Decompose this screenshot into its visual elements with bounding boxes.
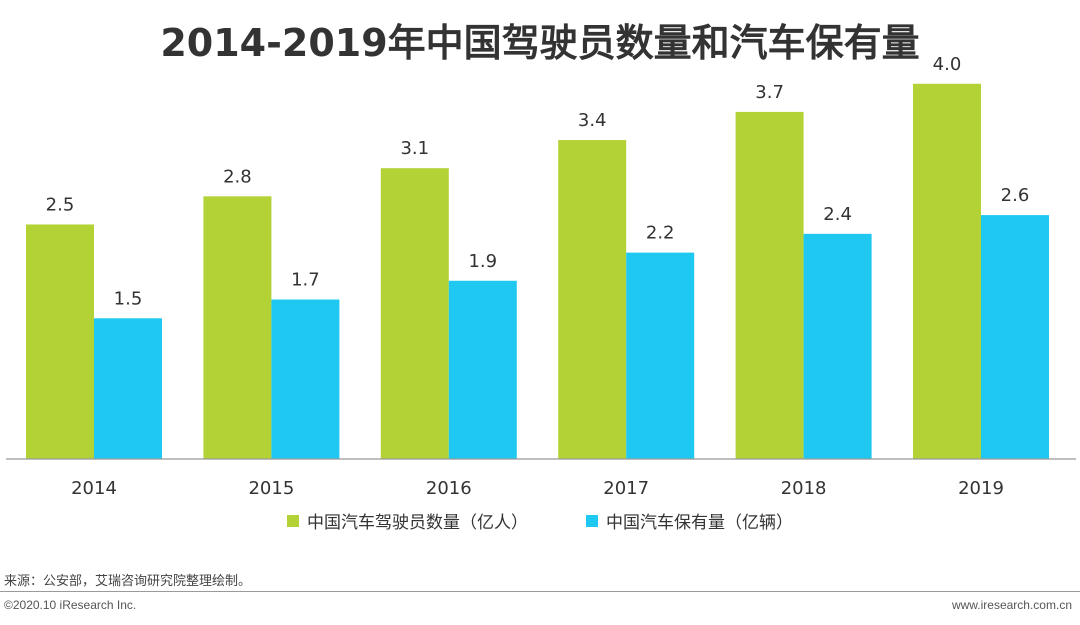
bar-vehicles-2016: [448, 280, 517, 459]
source-note: 来源：公安部，艾瑞咨询研究院整理绘制。: [4, 574, 252, 589]
bars-group: 2.5 1.5 2.8 1.7 3.1 1.9 3.4 2.2 3.7 2.4 4.0 2.6: [26, 54, 1049, 460]
legend-label-drivers: 中国汽车驾驶员数量（亿人）: [307, 513, 528, 533]
x-tick-2019: 2019: [958, 478, 1004, 499]
data-label-vehicles-2018: 2.4: [823, 204, 852, 225]
data-label-drivers-2015: 2.8: [223, 166, 252, 187]
bar-drivers-2018: [735, 111, 804, 460]
chart-title: 2014-2019年中国驾驶员数量和汽车保有量: [160, 21, 920, 65]
bar-drivers-2017: [558, 140, 627, 460]
bar-vehicles-2018: [803, 233, 872, 459]
bar-vehicles-2017: [626, 252, 695, 459]
legend-label-vehicles: 中国汽车保有量（亿辆）: [606, 513, 793, 533]
x-tick-2018: 2018: [781, 478, 827, 499]
data-label-drivers-2014: 2.5: [46, 194, 75, 215]
bar-vehicles-2014: [94, 318, 162, 459]
data-label-vehicles-2019: 2.6: [1001, 185, 1030, 206]
data-label-drivers-2018: 3.7: [755, 82, 784, 103]
x-tick-2016: 2016: [426, 478, 472, 499]
x-tick-labels: 2014 2015 2016 2017 2018 2019: [71, 478, 1004, 499]
bar-chart: 2.5 1.5 2.8 1.7 3.1 1.9 3.4 2.2 3.7 2.4 4.0 2.6 201…: [6, 54, 1076, 499]
website-link: www.iresearch.com.cn: [951, 598, 1072, 612]
bar-drivers-2016: [380, 168, 449, 459]
legend: 中国汽车驾驶员数量（亿人） 中国汽车保有量（亿辆）: [0, 508, 1080, 533]
bar-drivers-2015: [203, 196, 272, 460]
data-label-vehicles-2015: 1.7: [291, 270, 320, 291]
x-tick-2015: 2015: [248, 478, 294, 499]
data-label-vehicles-2014: 1.5: [114, 288, 143, 309]
copyright: ©2020.10 iResearch Inc.: [4, 598, 137, 612]
data-label-vehicles-2017: 2.2: [646, 223, 675, 244]
footer-divider: [0, 591, 1080, 592]
bar-vehicles-2019: [981, 215, 1049, 459]
x-tick-2014: 2014: [71, 478, 117, 499]
bar-vehicles-2015: [271, 299, 340, 459]
legend-swatch-drivers: [287, 514, 299, 527]
data-label-drivers-2017: 3.4: [578, 110, 607, 131]
legend-item-drivers: 中国汽车驾驶员数量（亿人）: [287, 508, 528, 533]
legend-swatch-vehicles: [586, 514, 598, 527]
bar-drivers-2014: [26, 224, 94, 459]
data-label-drivers-2016: 3.1: [400, 138, 429, 159]
data-label-vehicles-2016: 1.9: [468, 251, 497, 272]
data-label-drivers-2019: 4.0: [933, 54, 962, 75]
bar-drivers-2019: [913, 83, 981, 459]
legend-item-vehicles: 中国汽车保有量（亿辆）: [586, 508, 793, 533]
x-tick-2017: 2017: [603, 478, 649, 499]
